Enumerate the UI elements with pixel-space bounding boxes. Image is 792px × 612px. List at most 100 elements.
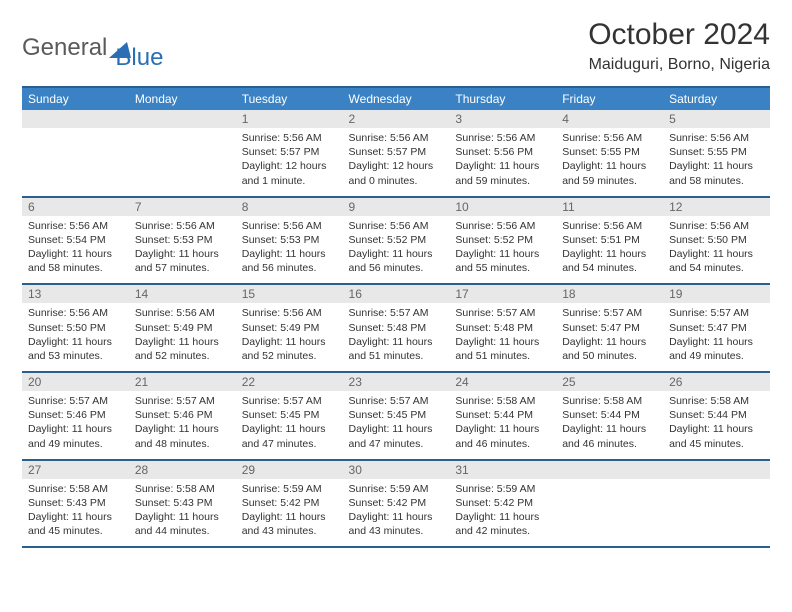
daylight-text: Daylight: 11 hours and 46 minutes. (562, 422, 657, 450)
calendar-table: SundayMondayTuesdayWednesdayThursdayFrid… (22, 86, 770, 548)
daylight-text: Daylight: 11 hours and 51 minutes. (349, 335, 444, 363)
daylight-text: Daylight: 11 hours and 53 minutes. (28, 335, 123, 363)
calendar-cell: 30Sunrise: 5:59 AMSunset: 5:42 PMDayligh… (343, 460, 450, 548)
day-number: 10 (449, 198, 556, 216)
day-content: Sunrise: 5:59 AMSunset: 5:42 PMDaylight:… (449, 479, 556, 547)
day-content: Sunrise: 5:57 AMSunset: 5:45 PMDaylight:… (236, 391, 343, 459)
sunset-text: Sunset: 5:55 PM (669, 145, 764, 159)
day-content (22, 128, 129, 188)
daylight-text: Daylight: 11 hours and 58 minutes. (28, 247, 123, 275)
sunset-text: Sunset: 5:56 PM (455, 145, 550, 159)
day-content: Sunrise: 5:57 AMSunset: 5:47 PMDaylight:… (556, 303, 663, 371)
sunrise-text: Sunrise: 5:56 AM (135, 219, 230, 233)
daylight-text: Daylight: 11 hours and 51 minutes. (455, 335, 550, 363)
sunrise-text: Sunrise: 5:57 AM (28, 394, 123, 408)
day-content: Sunrise: 5:58 AMSunset: 5:43 PMDaylight:… (129, 479, 236, 547)
sunrise-text: Sunrise: 5:57 AM (455, 306, 550, 320)
calendar-cell: 17Sunrise: 5:57 AMSunset: 5:48 PMDayligh… (449, 284, 556, 372)
calendar-cell: 21Sunrise: 5:57 AMSunset: 5:46 PMDayligh… (129, 372, 236, 460)
calendar-cell: 9Sunrise: 5:56 AMSunset: 5:52 PMDaylight… (343, 197, 450, 285)
calendar-cell: 13Sunrise: 5:56 AMSunset: 5:50 PMDayligh… (22, 284, 129, 372)
day-content: Sunrise: 5:58 AMSunset: 5:43 PMDaylight:… (22, 479, 129, 547)
sunset-text: Sunset: 5:42 PM (349, 496, 444, 510)
day-number: 20 (22, 373, 129, 391)
day-number: 9 (343, 198, 450, 216)
day-header: Monday (129, 87, 236, 110)
sunset-text: Sunset: 5:57 PM (242, 145, 337, 159)
brand-part2: Blue (115, 44, 163, 72)
sunset-text: Sunset: 5:47 PM (562, 321, 657, 335)
day-content: Sunrise: 5:56 AMSunset: 5:55 PMDaylight:… (556, 128, 663, 196)
sunset-text: Sunset: 5:43 PM (28, 496, 123, 510)
calendar-cell: 8Sunrise: 5:56 AMSunset: 5:53 PMDaylight… (236, 197, 343, 285)
calendar-cell: 18Sunrise: 5:57 AMSunset: 5:47 PMDayligh… (556, 284, 663, 372)
day-content: Sunrise: 5:57 AMSunset: 5:45 PMDaylight:… (343, 391, 450, 459)
day-content: Sunrise: 5:58 AMSunset: 5:44 PMDaylight:… (663, 391, 770, 459)
sunrise-text: Sunrise: 5:56 AM (669, 219, 764, 233)
sunrise-text: Sunrise: 5:56 AM (562, 131, 657, 145)
daylight-text: Daylight: 11 hours and 52 minutes. (242, 335, 337, 363)
calendar-cell: 5Sunrise: 5:56 AMSunset: 5:55 PMDaylight… (663, 110, 770, 197)
daylight-text: Daylight: 11 hours and 44 minutes. (135, 510, 230, 538)
day-number: 26 (663, 373, 770, 391)
daylight-text: Daylight: 11 hours and 43 minutes. (242, 510, 337, 538)
calendar-cell: 12Sunrise: 5:56 AMSunset: 5:50 PMDayligh… (663, 197, 770, 285)
sunset-text: Sunset: 5:44 PM (455, 408, 550, 422)
sunrise-text: Sunrise: 5:56 AM (562, 219, 657, 233)
sunrise-text: Sunrise: 5:57 AM (135, 394, 230, 408)
day-content: Sunrise: 5:57 AMSunset: 5:48 PMDaylight:… (343, 303, 450, 371)
day-number: 8 (236, 198, 343, 216)
sunset-text: Sunset: 5:53 PM (135, 233, 230, 247)
sunrise-text: Sunrise: 5:59 AM (349, 482, 444, 496)
sunrise-text: Sunrise: 5:56 AM (455, 219, 550, 233)
calendar-cell: 27Sunrise: 5:58 AMSunset: 5:43 PMDayligh… (22, 460, 129, 548)
day-content: Sunrise: 5:56 AMSunset: 5:52 PMDaylight:… (343, 216, 450, 284)
calendar-week: 27Sunrise: 5:58 AMSunset: 5:43 PMDayligh… (22, 460, 770, 548)
day-number: 13 (22, 285, 129, 303)
sunrise-text: Sunrise: 5:58 AM (28, 482, 123, 496)
sunset-text: Sunset: 5:45 PM (349, 408, 444, 422)
day-content: Sunrise: 5:56 AMSunset: 5:50 PMDaylight:… (663, 216, 770, 284)
day-content: Sunrise: 5:56 AMSunset: 5:54 PMDaylight:… (22, 216, 129, 284)
day-content: Sunrise: 5:56 AMSunset: 5:57 PMDaylight:… (343, 128, 450, 196)
sunset-text: Sunset: 5:49 PM (135, 321, 230, 335)
day-number: 5 (663, 110, 770, 128)
sunset-text: Sunset: 5:49 PM (242, 321, 337, 335)
location-label: Maiduguri, Borno, Nigeria (588, 56, 770, 74)
calendar-week: 13Sunrise: 5:56 AMSunset: 5:50 PMDayligh… (22, 284, 770, 372)
day-number: 23 (343, 373, 450, 391)
sunset-text: Sunset: 5:50 PM (669, 233, 764, 247)
sunset-text: Sunset: 5:46 PM (28, 408, 123, 422)
day-number: 15 (236, 285, 343, 303)
calendar-cell: 20Sunrise: 5:57 AMSunset: 5:46 PMDayligh… (22, 372, 129, 460)
sunrise-text: Sunrise: 5:57 AM (349, 306, 444, 320)
day-number: 4 (556, 110, 663, 128)
sunrise-text: Sunrise: 5:57 AM (349, 394, 444, 408)
calendar-cell: 22Sunrise: 5:57 AMSunset: 5:45 PMDayligh… (236, 372, 343, 460)
day-number: 12 (663, 198, 770, 216)
sunset-text: Sunset: 5:48 PM (349, 321, 444, 335)
calendar-cell: 4Sunrise: 5:56 AMSunset: 5:55 PMDaylight… (556, 110, 663, 197)
day-number: 2 (343, 110, 450, 128)
sunset-text: Sunset: 5:50 PM (28, 321, 123, 335)
day-content: Sunrise: 5:58 AMSunset: 5:44 PMDaylight:… (449, 391, 556, 459)
daylight-text: Daylight: 11 hours and 54 minutes. (562, 247, 657, 275)
daylight-text: Daylight: 11 hours and 47 minutes. (349, 422, 444, 450)
daylight-text: Daylight: 12 hours and 1 minute. (242, 159, 337, 187)
day-number (129, 110, 236, 128)
calendar-body: 1Sunrise: 5:56 AMSunset: 5:57 PMDaylight… (22, 110, 770, 547)
daylight-text: Daylight: 11 hours and 42 minutes. (455, 510, 550, 538)
sunrise-text: Sunrise: 5:56 AM (349, 131, 444, 145)
sunrise-text: Sunrise: 5:56 AM (28, 219, 123, 233)
day-content: Sunrise: 5:59 AMSunset: 5:42 PMDaylight:… (343, 479, 450, 547)
calendar-cell (556, 460, 663, 548)
calendar-cell (129, 110, 236, 197)
day-header: Friday (556, 87, 663, 110)
sunrise-text: Sunrise: 5:57 AM (669, 306, 764, 320)
calendar-cell: 25Sunrise: 5:58 AMSunset: 5:44 PMDayligh… (556, 372, 663, 460)
sunset-text: Sunset: 5:52 PM (349, 233, 444, 247)
day-header: Sunday (22, 87, 129, 110)
day-number: 1 (236, 110, 343, 128)
sunrise-text: Sunrise: 5:56 AM (669, 131, 764, 145)
sunset-text: Sunset: 5:54 PM (28, 233, 123, 247)
